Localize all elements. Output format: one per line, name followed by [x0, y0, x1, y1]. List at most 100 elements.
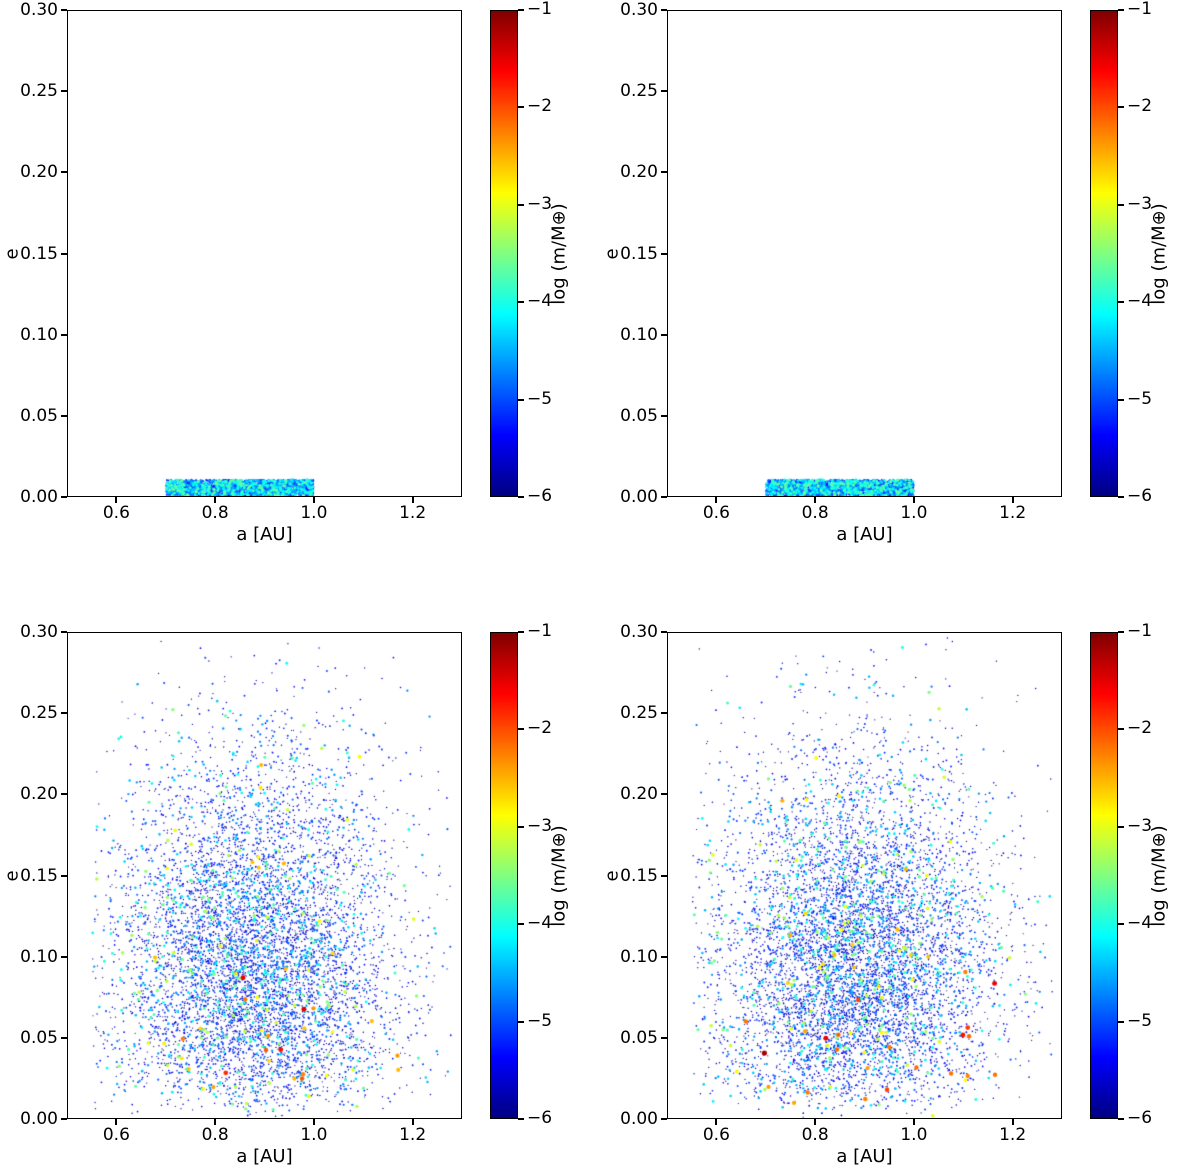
colorbar-tick-label: −2	[1127, 718, 1153, 739]
x-tick-mark	[115, 497, 118, 503]
x-tick-label: 1.2	[999, 503, 1027, 523]
colorbar-tick-mark	[1118, 631, 1124, 633]
y-tick-mark	[61, 1036, 67, 1039]
y-tick-label: 0.30	[20, 0, 58, 20]
colorbar-tick-label: −5	[527, 1010, 553, 1031]
colorbar-tick-label: −4	[1127, 291, 1153, 312]
x-tick-mark	[411, 1119, 414, 1125]
scatter-points-canvas	[68, 11, 461, 496]
y-tick-mark	[61, 631, 67, 633]
x-tick-mark	[814, 1119, 817, 1125]
colorbar-tick-label: −5	[527, 388, 553, 409]
y-tick-mark	[661, 90, 667, 93]
y-tick-mark	[61, 171, 67, 174]
colorbar-tick-mark	[518, 106, 524, 109]
colorbar-tick-mark	[518, 631, 524, 633]
colorbar-tick-mark	[518, 203, 524, 206]
x-tick-mark	[115, 1119, 118, 1125]
y-tick-label: 0.10	[620, 324, 658, 345]
scatter-points-canvas	[68, 633, 461, 1118]
y-tick-label: 0.00	[620, 1109, 658, 1129]
colorbar-tick-label: −2	[1127, 96, 1153, 117]
x-tick-mark	[814, 497, 817, 503]
y-tick-mark	[61, 712, 67, 715]
colorbar-tick-label: −2	[527, 718, 553, 739]
y-tick-mark	[661, 631, 667, 633]
colorbar-tick-mark	[518, 1118, 524, 1120]
y-tick-label: 0.00	[620, 487, 658, 507]
x-tick-label: 0.6	[702, 1125, 730, 1145]
x-tick-label: 1.0	[300, 503, 328, 523]
colorbar-tick-label: −5	[1127, 1010, 1153, 1031]
colorbar-tick-mark	[518, 398, 524, 401]
colorbar-tick-label: −2	[527, 96, 553, 117]
colorbar-tick-label: −3	[1127, 193, 1153, 214]
y-tick-mark	[661, 1118, 667, 1120]
y-tick-mark	[61, 9, 67, 11]
x-tick-mark	[912, 1119, 915, 1125]
y-tick-label: 0.05	[620, 1027, 658, 1048]
y-tick-label: 0.10	[20, 946, 58, 967]
colorbar-tick-label: −3	[527, 193, 553, 214]
colorbar-tick-mark	[518, 1020, 524, 1023]
x-tick-label: 0.8	[801, 1125, 829, 1145]
colorbar-tick-label: −3	[527, 815, 553, 836]
colorbar-label: log (m/M⊕)	[549, 824, 571, 927]
y-tick-label: 0.15	[20, 865, 58, 886]
colorbar-tick-label: −5	[1127, 388, 1153, 409]
y-tick-label: 0.15	[620, 243, 658, 264]
y-tick-label: 0.25	[20, 703, 58, 724]
colorbar-tick-label: −1	[1127, 0, 1153, 19]
colorbar-tick-mark	[1118, 496, 1124, 498]
scatter-points-canvas	[668, 11, 1061, 496]
y-tick-mark	[61, 414, 67, 417]
colorbar-tick-label: −6	[527, 486, 553, 506]
colorbar-tick-mark	[1118, 203, 1124, 206]
colorbar	[1090, 10, 1118, 497]
y-tick-label: 0.10	[620, 946, 658, 967]
y-tick-mark	[661, 171, 667, 174]
y-tick-mark	[61, 874, 67, 877]
scatter-points-canvas	[668, 633, 1061, 1118]
y-tick-mark	[61, 333, 67, 336]
x-axis-label: a [AU]	[836, 1146, 893, 1167]
colorbar-tick-mark	[1118, 9, 1124, 11]
x-tick-label: 0.6	[102, 503, 130, 523]
x-tick-mark	[912, 497, 915, 503]
colorbar-tick-label: −6	[1127, 1108, 1153, 1128]
y-tick-label: 0.20	[620, 162, 658, 183]
colorbar-tick-label: −4	[527, 291, 553, 312]
y-tick-mark	[61, 955, 67, 958]
colorbar-tick-label: −4	[527, 913, 553, 934]
y-tick-label: 0.20	[20, 784, 58, 805]
colorbar-tick-mark	[1118, 1020, 1124, 1023]
colorbar-tick-label: −3	[1127, 815, 1153, 836]
colorbar-tick-label: −1	[527, 621, 553, 641]
y-tick-label: 0.30	[20, 622, 58, 642]
y-tick-label: 0.20	[20, 162, 58, 183]
plot-area	[67, 632, 462, 1119]
colorbar-tick-mark	[518, 728, 524, 731]
colorbar	[490, 10, 518, 497]
colorbar-tick-mark	[1118, 301, 1124, 304]
x-tick-mark	[411, 497, 414, 503]
colorbar-label-box: log (m/M⊕)	[544, 10, 576, 497]
y-tick-mark	[61, 1118, 67, 1120]
x-tick-label: 1.0	[900, 1125, 928, 1145]
y-tick-label: 0.30	[620, 0, 658, 20]
colorbar-label-box: log (m/M⊕)	[1144, 10, 1176, 497]
y-tick-label: 0.00	[20, 487, 58, 507]
y-tick-mark	[661, 496, 667, 498]
colorbar	[490, 632, 518, 1119]
colorbar-tick-mark	[1118, 398, 1124, 401]
colorbar-tick-mark	[1118, 106, 1124, 109]
colorbar-tick-label: −6	[1127, 486, 1153, 506]
y-tick-mark	[61, 90, 67, 93]
x-tick-label: 1.0	[900, 503, 928, 523]
scatter-panel-bottom-left: e a [AU] 0.6 0.8 1.0 1.2 0.30 0.25 0.20 0.15 0.…	[0, 622, 600, 1173]
y-tick-label: 0.15	[20, 243, 58, 264]
x-axis-label: a [AU]	[836, 524, 893, 545]
y-tick-mark	[661, 333, 667, 336]
colorbar-tick-label: −4	[1127, 913, 1153, 934]
x-tick-label: 1.0	[300, 1125, 328, 1145]
